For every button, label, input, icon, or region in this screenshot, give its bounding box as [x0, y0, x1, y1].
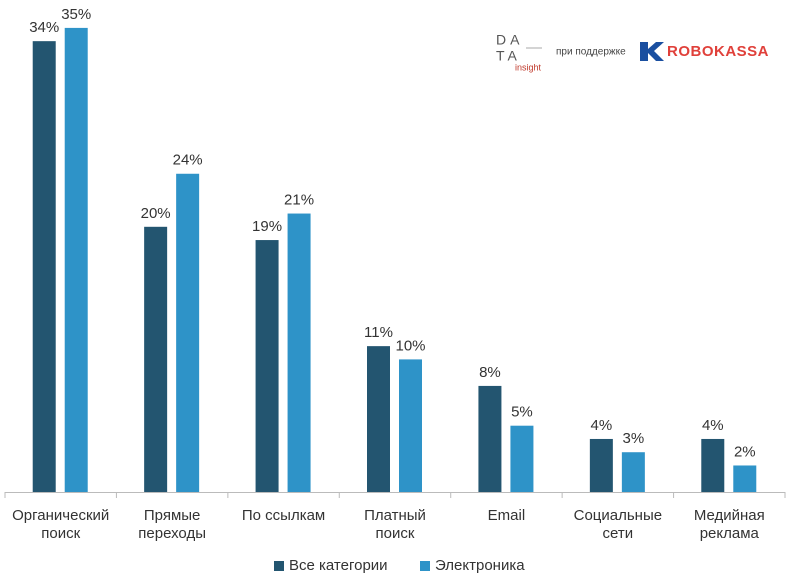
branding: DA TA insight при поддержке ROBOKASSA	[496, 32, 769, 73]
bar	[478, 385, 502, 492]
x-tick-label: Прямые переходы	[138, 507, 206, 542]
bar	[589, 438, 613, 492]
x-tick-label: Платный поиск	[364, 507, 426, 542]
bar	[701, 438, 725, 492]
support-text: при поддержке	[556, 47, 626, 58]
value-label: 35%	[61, 6, 91, 23]
bar	[367, 346, 390, 492]
bar	[621, 452, 645, 492]
bar	[32, 41, 56, 492]
bar	[176, 173, 200, 492]
value-label: 11%	[364, 324, 393, 341]
bar	[255, 240, 279, 492]
bar	[287, 213, 311, 493]
x-tick-label: Медийная реклама	[693, 507, 765, 542]
logo-text: TA	[496, 48, 521, 64]
value-label: 3%	[623, 430, 645, 447]
value-label: 2%	[734, 443, 756, 460]
value-label: 10%	[395, 337, 425, 354]
x-tick-label: Социальные сети	[573, 507, 663, 542]
x-tick-label: Email	[487, 507, 526, 524]
bar	[510, 425, 534, 492]
value-label: 5%	[511, 404, 533, 421]
bar	[733, 465, 757, 492]
value-label: 8%	[479, 364, 501, 381]
bar	[64, 27, 88, 493]
bar	[144, 226, 168, 493]
value-label: 21%	[284, 192, 314, 209]
value-label: 24%	[173, 152, 203, 169]
logo-text: DA	[496, 32, 523, 48]
bar	[399, 359, 422, 492]
partner-logo: ROBOKASSA	[667, 43, 769, 60]
legend-label: Электроника	[435, 557, 525, 574]
partner-icon	[640, 42, 664, 61]
value-label: 19%	[252, 218, 282, 235]
logo-sub: insight	[515, 62, 542, 72]
value-label: 34%	[29, 19, 59, 36]
legend-swatch	[420, 561, 430, 571]
value-label: 4%	[591, 417, 613, 434]
legend-swatch	[274, 561, 284, 571]
value-label: 4%	[702, 417, 724, 434]
legend-label: Все категории	[289, 557, 388, 574]
value-label: 20%	[141, 205, 171, 222]
x-tick-label: Органический поиск	[12, 507, 110, 542]
x-tick-label: По ссылкам	[241, 507, 326, 524]
